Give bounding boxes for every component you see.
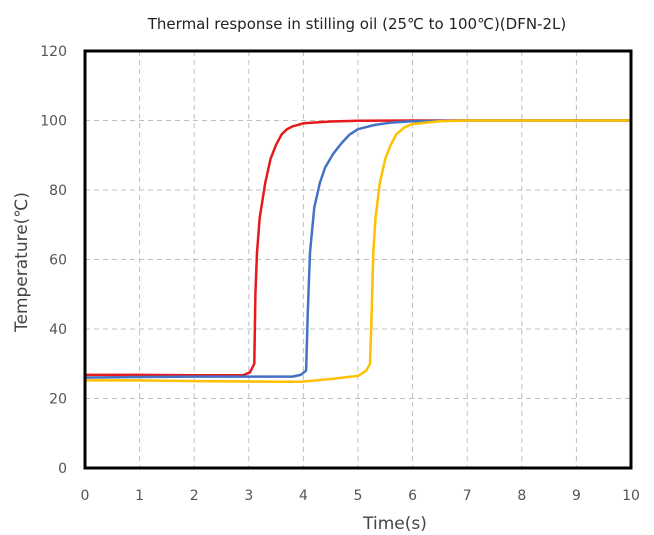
x-tick-label: 4 <box>299 488 308 504</box>
series-line-3 <box>83 119 633 384</box>
y-axis-title: Temperature(℃) <box>12 192 32 333</box>
gridlines <box>85 51 631 468</box>
x-tick-label: 7 <box>463 488 472 504</box>
x-tick-label: 8 <box>517 488 526 504</box>
y-tick-label: 20 <box>49 392 67 408</box>
y-axis-ticks: 0 20 40 60 80 100 120 <box>40 44 67 477</box>
plot-frame <box>83 49 633 470</box>
x-tick-label: 0 <box>81 488 90 504</box>
x-axis-ticks: 0 1 2 3 4 5 6 7 8 9 10 <box>81 488 640 504</box>
x-tick-label: 10 <box>622 488 640 504</box>
x-tick-label: 5 <box>354 488 363 504</box>
plot-series <box>83 119 633 384</box>
y-tick-label: 120 <box>40 44 67 60</box>
series-line-1 <box>83 119 633 377</box>
y-tick-label: 100 <box>40 114 67 130</box>
chart-title: Thermal response in stilling oil (25℃ to… <box>147 15 566 33</box>
x-tick-label: 9 <box>572 488 581 504</box>
y-tick-label: 0 <box>58 461 67 477</box>
x-tick-label: 2 <box>190 488 199 504</box>
x-tick-label: 1 <box>135 488 144 504</box>
y-tick-label: 60 <box>49 253 67 269</box>
x-axis-title: Time(s) <box>362 514 427 534</box>
x-tick-label: 3 <box>244 488 253 504</box>
y-tick-label: 40 <box>49 322 67 338</box>
y-tick-label: 80 <box>49 183 67 199</box>
x-tick-label: 6 <box>408 488 417 504</box>
